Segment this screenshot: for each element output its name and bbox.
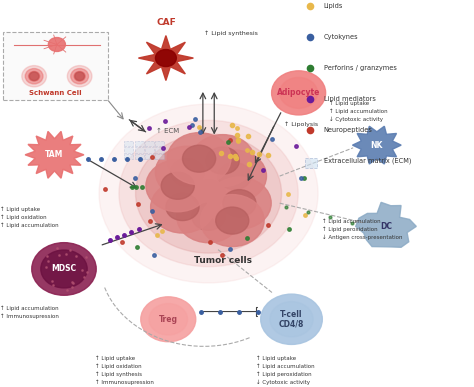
Text: ↑ Lipid uptake
↑ Lipid oxidation
↑ Lipid synthesis
↑ Immunosupression: ↑ Lipid uptake ↑ Lipid oxidation ↑ Lipid… [95, 356, 154, 385]
Circle shape [270, 302, 313, 337]
Text: Neuropeptides: Neuropeptides [324, 127, 373, 133]
Circle shape [99, 104, 318, 283]
Bar [135, 141, 144, 146]
Bar [145, 154, 154, 159]
Circle shape [177, 168, 240, 219]
Polygon shape [25, 131, 84, 178]
Bar [145, 147, 154, 153]
Circle shape [177, 191, 240, 243]
Text: Lipid mediators: Lipid mediators [324, 96, 375, 102]
Text: Tumor cells: Tumor cells [194, 256, 252, 265]
Text: MDSC: MDSC [51, 264, 77, 274]
Ellipse shape [74, 72, 85, 81]
Bar [135, 147, 144, 153]
Circle shape [223, 190, 256, 217]
Text: CAF: CAF [156, 18, 176, 27]
Circle shape [201, 195, 264, 247]
Bar [305, 158, 317, 168]
Circle shape [32, 243, 96, 295]
Text: ↑ Lipid synthesis: ↑ Lipid synthesis [204, 31, 258, 36]
Bar [145, 141, 154, 146]
Circle shape [206, 147, 239, 174]
Bar [124, 147, 133, 153]
Circle shape [192, 203, 225, 230]
Text: ↑ Lipolysis: ↑ Lipolysis [284, 122, 319, 127]
Circle shape [155, 50, 176, 67]
Text: Perforins / granzymes: Perforins / granzymes [324, 65, 397, 71]
Circle shape [146, 160, 210, 212]
Text: NK: NK [371, 140, 383, 150]
Circle shape [155, 146, 219, 198]
Text: ↑ ECM: ↑ ECM [156, 127, 180, 134]
Text: Adipocyte: Adipocyte [277, 88, 320, 98]
Circle shape [166, 194, 199, 221]
Circle shape [41, 250, 87, 288]
Ellipse shape [28, 72, 40, 81]
Ellipse shape [71, 68, 89, 84]
Text: Extracellular matrix (ECM): Extracellular matrix (ECM) [324, 158, 411, 164]
Circle shape [171, 159, 204, 186]
Circle shape [167, 133, 231, 185]
Circle shape [182, 145, 216, 172]
Ellipse shape [25, 68, 43, 84]
Text: ↑ Lipid uptake
↑ Lipid accumulation
↑ Lipid peroxidation
↓ Cytotoxic activity: ↑ Lipid uptake ↑ Lipid accumulation ↑ Li… [256, 356, 315, 385]
Text: DC: DC [380, 222, 392, 231]
Circle shape [218, 163, 251, 190]
Text: Lipids: Lipids [324, 3, 343, 9]
Bar [155, 147, 164, 153]
Circle shape [48, 38, 65, 51]
Circle shape [280, 77, 318, 108]
Text: ↑ Lipid uptake
↑ Lipid accumulation
↓ Cytotoxic activity: ↑ Lipid uptake ↑ Lipid accumulation ↓ Cy… [329, 101, 388, 122]
Circle shape [149, 303, 188, 335]
Polygon shape [138, 36, 193, 80]
Circle shape [272, 71, 326, 115]
Text: ↑ Lipid accumulation
↑ Lipid peroxidation
↓ Antigen cross-presentation: ↑ Lipid accumulation ↑ Lipid peroxidatio… [322, 219, 403, 240]
Bar [155, 141, 164, 146]
Ellipse shape [22, 65, 46, 87]
Ellipse shape [75, 72, 84, 80]
Bar [155, 154, 164, 159]
Text: TAM: TAM [46, 150, 64, 159]
Ellipse shape [29, 72, 39, 80]
Circle shape [208, 177, 271, 229]
Text: Schwann Cell: Schwann Cell [29, 89, 82, 96]
Circle shape [161, 172, 194, 199]
Circle shape [191, 135, 255, 187]
Polygon shape [353, 126, 401, 164]
Circle shape [136, 134, 282, 253]
Circle shape [261, 294, 322, 344]
Text: ↑ Lipid uptake
↑ Lipid oxidation
↑ Lipid accumulation: ↑ Lipid uptake ↑ Lipid oxidation ↑ Lipid… [0, 207, 59, 228]
FancyBboxPatch shape [3, 32, 108, 100]
Bar [124, 141, 133, 146]
Circle shape [119, 120, 298, 267]
Text: Cytokynes: Cytokynes [324, 34, 358, 40]
Ellipse shape [67, 65, 92, 87]
Circle shape [151, 181, 214, 233]
Circle shape [141, 297, 196, 342]
Bar [124, 154, 133, 159]
Bar [135, 154, 144, 159]
Circle shape [216, 207, 249, 234]
Text: ↑ Lipid accumulation
↑ Immunosupression: ↑ Lipid accumulation ↑ Immunosupression [0, 306, 59, 319]
Circle shape [203, 150, 266, 202]
Circle shape [192, 180, 225, 207]
Text: T-cell
CD4/8: T-cell CD4/8 [279, 310, 304, 329]
Polygon shape [356, 202, 416, 247]
Text: Treg: Treg [159, 315, 178, 324]
